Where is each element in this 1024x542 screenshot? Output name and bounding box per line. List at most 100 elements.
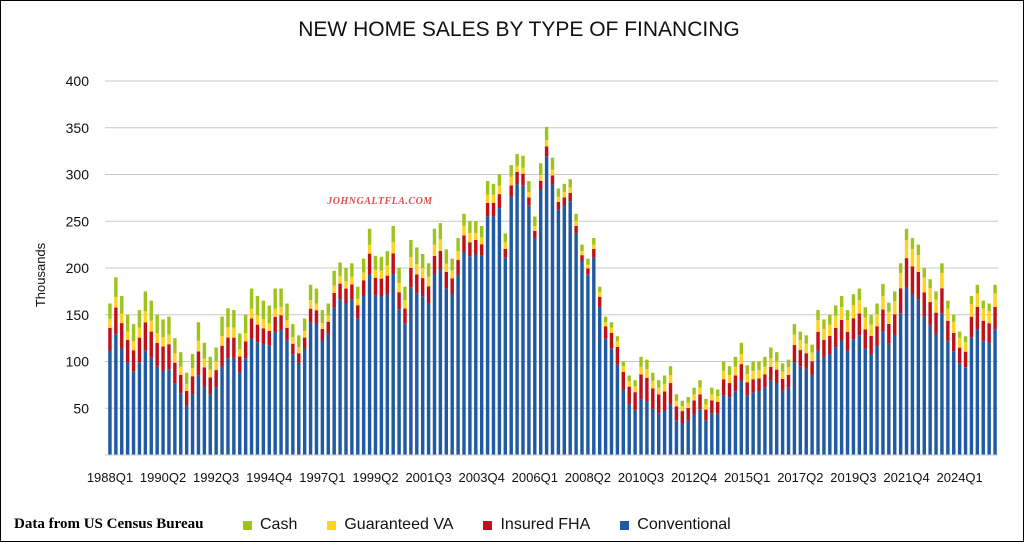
bar-fha: [503, 248, 508, 258]
legend-swatch-fha: [483, 520, 493, 530]
bar-cash: [214, 347, 218, 362]
bar-conventional: [232, 357, 236, 455]
bar-conventional: [202, 386, 207, 455]
bar-cash: [267, 305, 271, 324]
bar-conventional: [403, 323, 407, 455]
bar-va: [232, 327, 236, 338]
bar-fha: [255, 324, 260, 343]
bar-cash: [208, 356, 212, 370]
y-tick-label: 400: [66, 73, 90, 89]
bar-cash: [615, 336, 620, 342]
bar-conventional: [952, 351, 956, 455]
bar-va: [881, 295, 885, 310]
bar-cash: [544, 126, 549, 140]
bar-fha: [409, 267, 413, 288]
bar-conventional: [657, 413, 661, 455]
bar-cash: [981, 300, 985, 309]
bar-conventional: [226, 358, 230, 455]
bar-va: [763, 366, 767, 375]
bar-cash: [456, 238, 460, 252]
y-tick-label: 150: [66, 307, 90, 323]
bar-cash: [952, 314, 956, 322]
bar-conventional: [645, 401, 649, 455]
bar-conventional: [344, 303, 348, 455]
bar-fha: [456, 259, 460, 275]
bar-fha: [946, 320, 950, 341]
bar-fha: [662, 391, 667, 411]
bar-fha: [556, 201, 561, 210]
bar-fha: [786, 374, 791, 388]
bar-cash: [834, 305, 838, 316]
legend-label-conventional: Conventional: [637, 516, 731, 533]
bar-cash: [851, 294, 856, 306]
bar-va: [887, 311, 891, 324]
bar-cash: [928, 279, 932, 289]
bar-cash: [704, 398, 708, 405]
bar-cash: [326, 303, 330, 316]
bar-fha: [898, 288, 903, 314]
bar-cash: [562, 183, 567, 192]
bar-conventional: [934, 333, 938, 455]
bar-va: [125, 331, 130, 340]
bar-conventional: [627, 404, 631, 455]
bar-cash: [385, 251, 389, 266]
bar-cash: [509, 165, 513, 177]
bar-fha: [415, 274, 419, 294]
bar-fha: [444, 271, 448, 289]
bar-va: [898, 272, 903, 289]
bar-conventional: [639, 399, 643, 455]
bar-conventional: [662, 410, 667, 455]
bar-cash: [904, 228, 909, 241]
bar-cash: [963, 336, 968, 343]
bar-fha: [125, 339, 130, 363]
bar-conventional: [538, 189, 543, 456]
bar-fha: [916, 271, 921, 300]
bar-cash: [202, 342, 207, 359]
bar-fha: [816, 331, 820, 351]
bar-fha: [904, 258, 909, 288]
bar-conventional: [804, 368, 808, 455]
bar-cash: [922, 268, 926, 278]
bar-fha: [597, 296, 602, 307]
bar-cash: [444, 249, 448, 264]
legend-swatch-va: [327, 520, 337, 530]
bar-fha: [420, 278, 425, 297]
bar-cash: [603, 316, 608, 323]
x-tick-label: 2003Q4: [459, 470, 505, 485]
bar-va: [356, 298, 360, 306]
bar-cash: [184, 372, 189, 385]
bar-cash: [969, 296, 974, 304]
bar-cash: [857, 288, 862, 301]
bar-conventional: [485, 216, 490, 455]
bar-conventional: [173, 383, 177, 455]
bar-conventional: [184, 405, 189, 455]
legend-item-cash: Cash: [243, 516, 297, 534]
bar-cash: [238, 333, 242, 350]
bar-conventional: [987, 342, 991, 455]
x-tick-label: 1990Q2: [140, 470, 186, 485]
bar-cash: [645, 359, 649, 370]
bar-conventional: [957, 363, 962, 455]
bar-va: [527, 192, 531, 198]
x-tick-label: 2010Q3: [618, 470, 664, 485]
bar-va: [615, 341, 620, 347]
legend: Cash Guaranteed VA Insured FHA Conventio…: [243, 516, 761, 534]
bar-fha: [603, 326, 608, 339]
bar-fha: [367, 253, 372, 274]
bar-fha: [621, 371, 626, 390]
y-tick-label: 100: [66, 354, 90, 370]
bar-cash: [426, 263, 431, 277]
bar-conventional: [733, 391, 738, 455]
bar-va: [704, 404, 708, 410]
bar-conventional: [757, 391, 761, 455]
legend-label-cash: Cash: [260, 516, 298, 533]
bar-va: [155, 332, 159, 343]
bar-cash: [550, 157, 555, 170]
bar-cash: [468, 221, 472, 233]
bar-conventional: [875, 345, 879, 455]
bar-conventional: [928, 324, 932, 455]
bar-conventional: [261, 343, 266, 455]
bar-cash: [586, 258, 590, 265]
bar-fha: [721, 379, 726, 396]
